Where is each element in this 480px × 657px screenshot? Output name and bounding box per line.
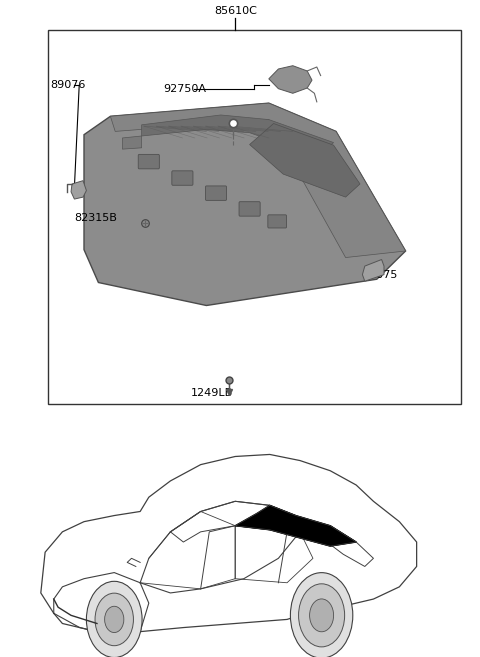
Circle shape (299, 584, 345, 647)
Polygon shape (362, 260, 384, 281)
Circle shape (310, 599, 334, 632)
Circle shape (105, 606, 124, 633)
FancyBboxPatch shape (205, 186, 227, 200)
FancyBboxPatch shape (239, 202, 260, 216)
Text: 1249LB: 1249LB (191, 388, 233, 398)
Polygon shape (110, 103, 406, 258)
FancyBboxPatch shape (172, 171, 193, 185)
Text: 89076: 89076 (50, 80, 86, 91)
Bar (48, 30, 461, 404)
Circle shape (290, 573, 353, 657)
Polygon shape (71, 181, 86, 199)
Text: 85610C: 85610C (214, 7, 257, 16)
Polygon shape (250, 124, 360, 197)
FancyBboxPatch shape (268, 215, 287, 228)
Polygon shape (122, 136, 142, 149)
Circle shape (86, 581, 142, 657)
Polygon shape (269, 66, 312, 93)
Polygon shape (142, 115, 334, 156)
Polygon shape (84, 103, 406, 306)
Text: 92750A: 92750A (163, 83, 206, 94)
Text: 18642: 18642 (209, 114, 244, 125)
Polygon shape (235, 505, 356, 546)
Text: 89075: 89075 (362, 269, 398, 280)
Circle shape (95, 593, 133, 646)
FancyBboxPatch shape (138, 154, 159, 169)
Text: 82315B: 82315B (74, 213, 117, 223)
